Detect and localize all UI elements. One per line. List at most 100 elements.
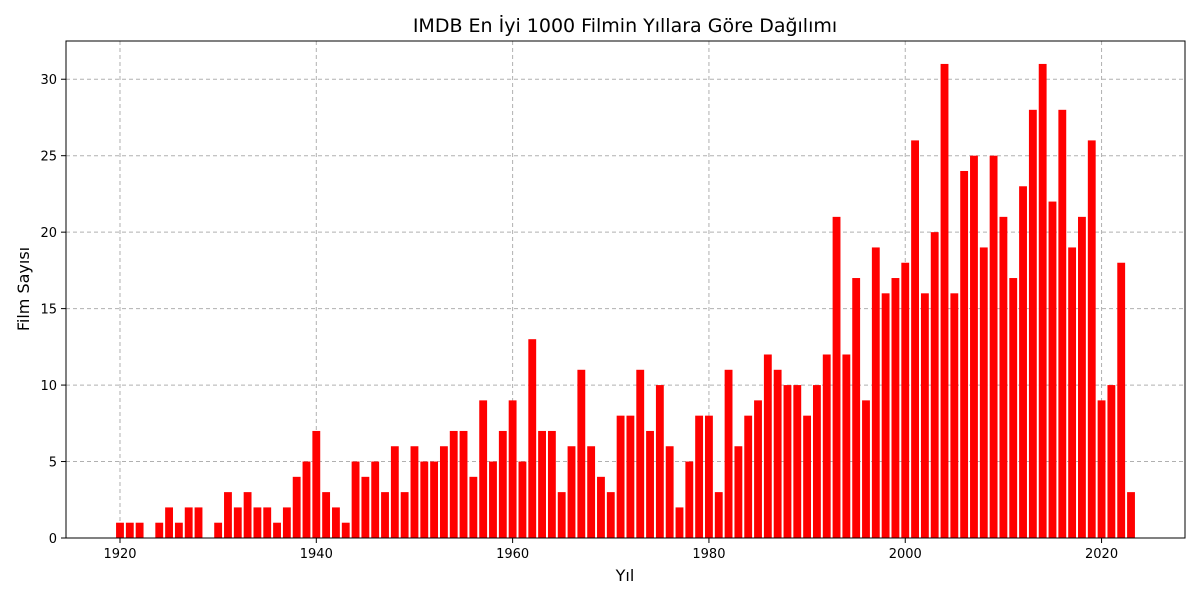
- bar-1985: [754, 400, 762, 538]
- bar-1999: [891, 278, 900, 538]
- bar-1935: [263, 507, 272, 538]
- bar-1965: [557, 492, 566, 538]
- bars: [116, 63, 1135, 539]
- bar-1928: [194, 507, 203, 538]
- bar-1976: [665, 446, 674, 538]
- bar-1926: [174, 522, 183, 538]
- bar-2004: [940, 63, 949, 538]
- bar-1970: [606, 492, 615, 538]
- bar-1936: [273, 522, 281, 538]
- bar-2013: [1028, 109, 1037, 539]
- bar-1977: [675, 507, 684, 538]
- bar-2002: [920, 293, 929, 538]
- bar-1953: [439, 446, 448, 538]
- bar-2005: [950, 293, 959, 538]
- bar-1962: [528, 339, 537, 538]
- bar-1971: [616, 415, 625, 538]
- bar-1927: [184, 507, 193, 538]
- bar-1946: [371, 461, 380, 538]
- bar-1939: [302, 461, 311, 538]
- bar-1951: [420, 461, 429, 538]
- y-tick-label: 30: [40, 73, 57, 88]
- bar-2018: [1078, 216, 1086, 538]
- y-tick-label: 20: [40, 226, 57, 241]
- bar-1924: [155, 522, 164, 538]
- bar-1952: [430, 461, 439, 538]
- x-tick-label: 1960: [496, 547, 529, 562]
- bar-2008: [979, 247, 988, 538]
- bar-1959: [498, 430, 507, 538]
- bar-1992: [822, 354, 831, 538]
- bar-1995: [852, 278, 861, 538]
- bar-1947: [381, 492, 389, 538]
- bar-1987: [773, 369, 782, 538]
- bar-1964: [547, 430, 556, 538]
- bar-1938: [292, 476, 301, 538]
- bar-1986: [763, 354, 772, 538]
- bar-1931: [224, 492, 232, 538]
- bar-1934: [253, 507, 262, 538]
- bar-1960: [508, 400, 517, 538]
- bar-1922: [135, 522, 144, 538]
- bar-2009: [989, 155, 998, 538]
- bar-1956: [469, 476, 478, 538]
- bar-1974: [646, 430, 654, 538]
- bar-1983: [734, 446, 743, 538]
- bar-2017: [1068, 247, 1077, 538]
- bar-1925: [165, 507, 173, 538]
- bar-1950: [410, 446, 419, 538]
- bar-2010: [999, 216, 1008, 538]
- y-tick-label: 10: [40, 379, 57, 394]
- y-axis-label: Film Sayısı: [14, 247, 33, 331]
- bar-2000: [901, 262, 910, 538]
- bar-1944: [351, 461, 360, 538]
- bar-2001: [911, 140, 919, 538]
- bar-1993: [832, 216, 841, 538]
- y-tick-label: 15: [40, 303, 57, 318]
- bar-1994: [842, 354, 851, 538]
- x-axis-label: Yıl: [615, 566, 635, 585]
- bar-2003: [930, 232, 939, 538]
- bar-1932: [233, 507, 242, 538]
- bar-1943: [341, 522, 350, 538]
- bar-1991: [812, 385, 821, 538]
- y-tick-label: 0: [49, 532, 57, 547]
- bar-1937: [282, 507, 291, 538]
- bar-1975: [655, 385, 664, 538]
- bar-1945: [361, 476, 370, 538]
- bar-1981: [714, 492, 723, 538]
- bar-2007: [970, 155, 978, 538]
- bar-2020: [1097, 400, 1106, 538]
- bar-1961: [518, 461, 527, 538]
- bar-2019: [1087, 140, 1096, 538]
- plot-frame: [65, 40, 1186, 539]
- bar-1997: [871, 247, 880, 538]
- bar-1980: [705, 415, 713, 538]
- y-tick-label: 5: [49, 456, 57, 471]
- bar-1984: [744, 415, 753, 538]
- bar-1921: [125, 522, 134, 538]
- bar-1972: [626, 415, 635, 538]
- x-tick-label: 2020: [1085, 547, 1118, 562]
- bar-1967: [577, 369, 586, 538]
- bar-1969: [597, 476, 605, 538]
- bar-1949: [400, 492, 409, 538]
- bar-1978: [685, 461, 694, 538]
- bar-2014: [1038, 63, 1047, 538]
- bar-1933: [243, 492, 252, 538]
- bar-1990: [803, 415, 812, 538]
- bar-2016: [1058, 109, 1067, 539]
- bar-1930: [214, 522, 223, 538]
- bar-1973: [636, 369, 645, 538]
- bar-1948: [390, 446, 399, 538]
- bar-1979: [695, 415, 704, 538]
- bar-1920: [116, 522, 124, 538]
- bar-1955: [459, 430, 468, 538]
- bar-2022: [1117, 262, 1126, 538]
- bar-1966: [567, 446, 576, 538]
- bar-1941: [322, 492, 331, 538]
- bar-2015: [1048, 201, 1057, 539]
- bar-1998: [881, 293, 890, 538]
- bar-1968: [587, 446, 596, 538]
